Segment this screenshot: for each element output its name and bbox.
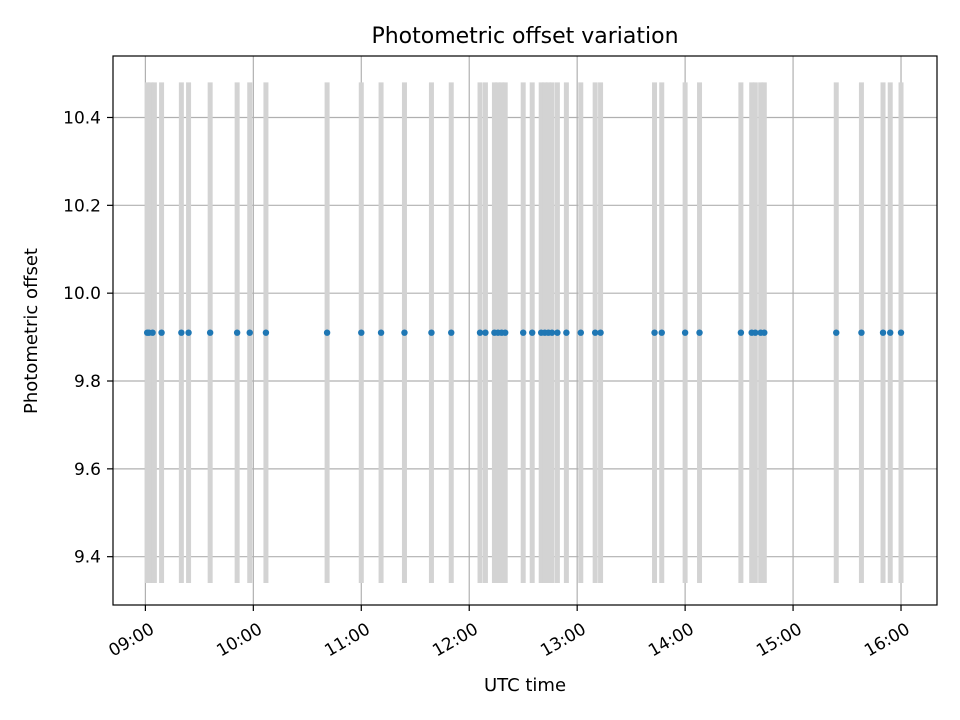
data-point <box>428 329 435 336</box>
data-point <box>752 329 759 336</box>
data-point <box>761 329 768 336</box>
data-point <box>246 329 253 336</box>
data-point <box>554 329 561 336</box>
data-point <box>737 329 745 336</box>
y-tick-label: 10.2 <box>63 196 101 216</box>
y-tick-label: 10.4 <box>63 108 101 128</box>
data-point <box>563 329 570 336</box>
data-point <box>448 329 455 336</box>
x-axis-label: UTC time <box>484 675 566 696</box>
data-point <box>206 329 214 336</box>
y-tick-label: 9.8 <box>74 372 101 392</box>
data-point <box>401 329 408 336</box>
data-point <box>833 329 840 336</box>
data-point <box>358 329 365 336</box>
y-tick-label: 9.6 <box>74 460 101 480</box>
y-axis-ticks: 9.4 9.6 9.8 10.0 10.2 10.4 <box>63 108 113 568</box>
data-point <box>158 329 165 336</box>
data-point <box>548 329 556 336</box>
data-point <box>482 329 489 336</box>
y-axis-label: Photometric offset <box>21 248 42 414</box>
data-point <box>658 329 665 336</box>
data-point <box>377 329 385 336</box>
data-point <box>591 329 599 336</box>
data-point <box>323 329 331 336</box>
data-points <box>143 329 905 336</box>
data-point <box>858 329 865 336</box>
data-point <box>262 329 270 336</box>
data-point <box>149 329 156 336</box>
data-point <box>681 329 689 336</box>
data-point <box>577 329 584 336</box>
data-point <box>520 329 527 336</box>
data-point <box>502 329 509 336</box>
data-point <box>651 329 658 336</box>
y-tick-label: 9.4 <box>74 548 101 568</box>
data-point <box>696 329 703 336</box>
data-point <box>597 329 604 336</box>
data-point <box>476 329 484 336</box>
data-point <box>233 329 241 336</box>
data-point <box>178 329 185 336</box>
data-point <box>879 329 887 336</box>
plot-frame <box>112 55 938 606</box>
data-point <box>897 329 905 336</box>
y-tick-label: 10.0 <box>63 284 101 304</box>
chart-title: Photometric offset variation <box>371 24 678 49</box>
data-point <box>887 329 894 336</box>
data-point <box>528 329 536 336</box>
data-point <box>185 329 192 336</box>
